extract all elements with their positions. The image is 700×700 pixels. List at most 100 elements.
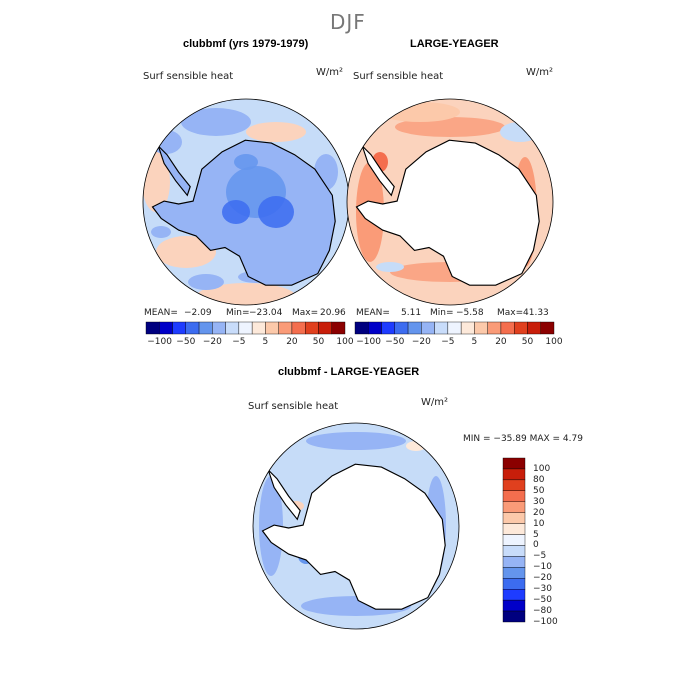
colorbar-tick-label: −50: [176, 337, 196, 347]
contour-patch: [222, 200, 250, 224]
colorbar-swatch: [394, 321, 409, 335]
colorbar-swatch: [331, 321, 346, 335]
colorbar-tick-label: −100: [147, 337, 172, 347]
panel-1-variable: Surf sensible heat: [143, 71, 234, 82]
colorbar-tick-label: 100: [533, 463, 551, 474]
colorbar-swatch: [502, 512, 526, 524]
panel-1-mean-value: −2.09: [184, 308, 212, 318]
panel-1-min-value: −23.04: [249, 308, 283, 318]
colorbar-swatch: [251, 321, 266, 335]
colorbar-swatch: [185, 321, 200, 335]
colorbar-swatch: [447, 321, 462, 335]
colorbar-swatch: [527, 321, 541, 335]
colorbar-swatch: [265, 321, 279, 335]
colorbar-swatch: [502, 610, 526, 623]
panel-2-max-label: Max=: [497, 308, 524, 318]
panel-2-map: [346, 98, 554, 306]
colorbar-swatch: [198, 321, 213, 335]
contour-patch: [258, 196, 294, 228]
panel-3-title: clubbmf - LARGE-YEAGER: [278, 366, 420, 378]
colorbar-swatch: [381, 321, 395, 335]
contour-patch: [188, 274, 224, 290]
colorbar-swatch: [407, 321, 422, 335]
contour-patch: [151, 226, 171, 238]
contour-patch: [259, 476, 283, 576]
colorbar-swatch: [434, 321, 449, 335]
panel-2-variable: Surf sensible heat: [353, 71, 444, 82]
colorbar-swatch: [502, 490, 526, 502]
colorbar-swatch: [238, 321, 253, 335]
panel-2-max-value: 41.33: [523, 308, 549, 318]
colorbar-swatch: [474, 321, 488, 335]
colorbar-tick-label: −5: [441, 337, 455, 347]
colorbar-swatch: [291, 321, 306, 335]
colorbar-tick-label: 20: [286, 337, 298, 347]
colorbar-tick-label: 50: [533, 485, 545, 496]
colorbar-swatch: [502, 523, 526, 535]
colorbar-swatch: [304, 321, 319, 335]
colorbar-tick-label: 5: [471, 337, 478, 347]
panel-1-min-label: Min=: [226, 308, 250, 318]
colorbar-swatch: [502, 457, 526, 470]
colorbar-swatch: [502, 545, 526, 557]
contour-patch: [156, 236, 216, 268]
antarctic-peninsula: [157, 145, 191, 197]
contour-patch: [500, 122, 540, 142]
colorbar-swatch: [502, 578, 526, 590]
colorbar-swatch: [368, 321, 382, 335]
panel-3-variable: Surf sensible heat: [248, 401, 339, 412]
panel-2-mean-value: 5.11: [401, 308, 422, 318]
panel-3-stats: MIN = −35.89 MAX = 4.79: [463, 434, 583, 444]
colorbar-tick-label: 10: [533, 518, 545, 529]
colorbar-tick-label: −50: [533, 595, 552, 606]
colorbar-tick-label: 20: [495, 337, 507, 347]
colorbar-swatch: [172, 321, 186, 335]
colorbar-tick-label: 20: [533, 507, 545, 518]
colorbar-tick-label: −80: [533, 606, 552, 617]
colorbar-tick-label: 5: [262, 337, 269, 347]
colorbar-tick-label: 50: [521, 337, 534, 347]
panel-2-colorbar: [354, 321, 555, 335]
colorbar-tick-label: −10: [533, 562, 552, 573]
colorbar-swatch: [460, 321, 475, 335]
colorbar-tick-label: 5: [533, 529, 539, 540]
colorbar-tick-label: 50: [312, 337, 325, 347]
panel-2-min-value: −5.58: [456, 308, 484, 318]
contour-patch: [306, 432, 406, 450]
colorbar-tick-label: 100: [336, 337, 354, 347]
panel-3-map: [252, 422, 460, 630]
colorbar-swatch: [502, 468, 526, 481]
contour-patch: [234, 154, 258, 170]
colorbar-swatch: [540, 321, 555, 335]
colorbar-swatch: [487, 321, 502, 335]
colorbar-tick-label: −50: [385, 337, 405, 347]
colorbar-swatch: [421, 321, 435, 335]
colorbar-tick-label: −100: [356, 337, 381, 347]
colorbar-tick-label: −5: [533, 551, 547, 562]
map-field-2: [253, 423, 459, 629]
panel-1-title: clubbmf (yrs 1979-1979): [183, 38, 309, 50]
map-border-1: [346, 98, 554, 306]
antarctica-coastline: [261, 463, 446, 610]
panel-1-max-label: Max=: [292, 308, 319, 318]
colorbar-tick-label: −100: [533, 617, 558, 627]
antarctica-coastline: [355, 139, 540, 286]
colorbar-tick-label: −20: [533, 573, 552, 584]
contour-patch: [181, 108, 251, 136]
colorbar-tick-label: 80: [533, 474, 545, 485]
colorbar-tick-label: 30: [533, 496, 545, 507]
contour-patch: [395, 117, 505, 137]
colorbar-swatch: [212, 321, 226, 335]
colorbar-swatch: [502, 599, 526, 612]
colorbar-tick-label: −30: [533, 584, 552, 595]
page-title: DJF: [330, 10, 366, 34]
antarctic-peninsula: [361, 145, 395, 197]
panel-1-max-value: 20.96: [320, 308, 346, 318]
colorbar-swatch: [502, 588, 526, 601]
panel-3-units: W/m²: [421, 397, 449, 408]
colorbar-tick-label: 0: [533, 540, 539, 551]
colorbar-swatch: [500, 321, 515, 335]
panel-1-mean-label: MEAN=: [144, 308, 178, 318]
contour-patch: [376, 262, 404, 272]
panel-2-mean-label: MEAN=: [356, 308, 390, 318]
